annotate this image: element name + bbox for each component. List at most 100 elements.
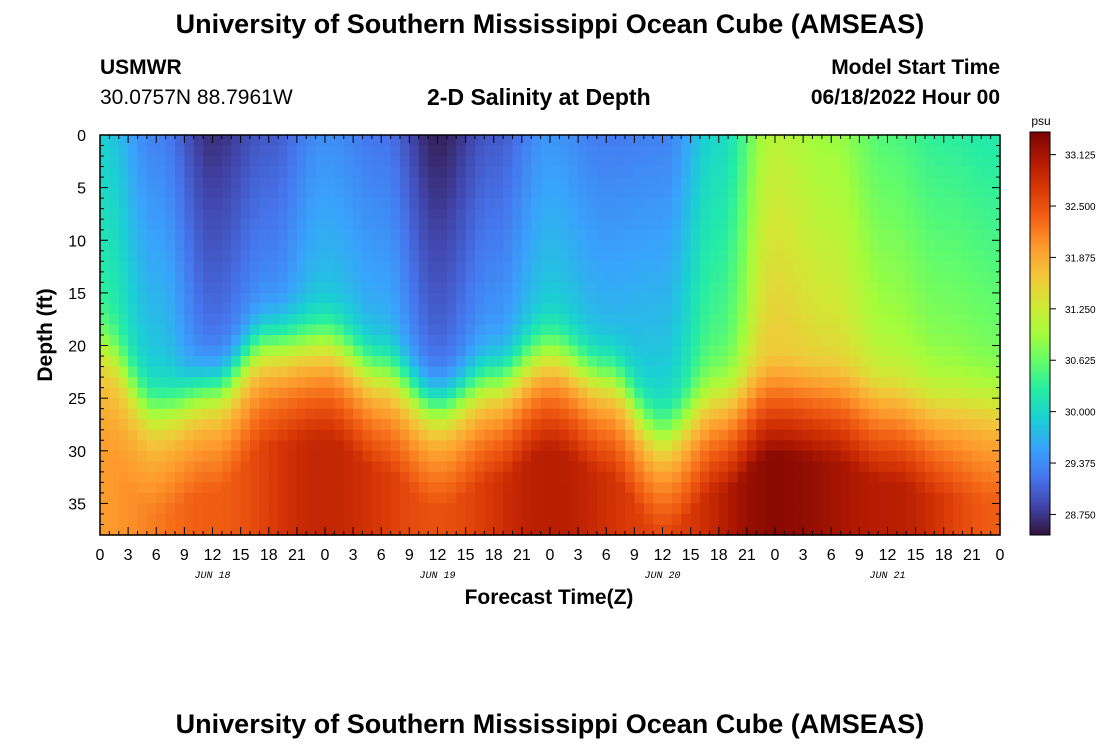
heatmap-cell bbox=[559, 450, 570, 462]
heatmap-cell bbox=[315, 387, 326, 399]
heatmap-cell bbox=[503, 398, 514, 410]
heatmap-cell bbox=[381, 166, 392, 178]
page-title: University of Southern Mississippi Ocean… bbox=[175, 9, 925, 39]
heatmap-cell bbox=[184, 471, 195, 483]
heatmap-cell bbox=[100, 240, 110, 252]
heatmap-cell bbox=[540, 156, 551, 168]
heatmap-cell bbox=[596, 471, 607, 483]
heatmap-cell bbox=[221, 156, 232, 168]
heatmap-cell bbox=[653, 177, 664, 189]
heatmap-cell bbox=[568, 208, 579, 220]
heatmap-cell bbox=[925, 513, 935, 526]
y-axis-title: Depth (ft) bbox=[34, 288, 57, 381]
heatmap-cell bbox=[653, 208, 664, 220]
heatmap-cell bbox=[878, 166, 889, 178]
y-tick-label: 20 bbox=[68, 339, 86, 356]
heatmap-cell bbox=[850, 366, 860, 378]
heatmap-cell bbox=[456, 324, 467, 336]
heatmap-cell bbox=[728, 335, 739, 347]
heatmap-cell bbox=[325, 313, 335, 326]
heatmap-cell bbox=[606, 429, 617, 441]
heatmap-cell bbox=[137, 135, 148, 147]
heatmap-cell bbox=[287, 513, 298, 526]
heatmap-cell bbox=[100, 166, 110, 178]
heatmap-cell bbox=[709, 398, 720, 410]
heatmap-cell bbox=[315, 208, 326, 220]
heatmap-cell bbox=[465, 282, 476, 294]
heatmap-cell bbox=[240, 187, 251, 199]
heatmap-cell bbox=[840, 135, 851, 147]
heatmap-cell bbox=[953, 398, 964, 410]
colorbar-tick-label: 30.000 bbox=[1065, 408, 1096, 419]
heatmap-cell bbox=[446, 419, 457, 431]
heatmap-cell bbox=[943, 419, 954, 431]
heatmap-cell bbox=[259, 461, 270, 473]
heatmap-cell bbox=[953, 482, 964, 494]
heatmap-cell bbox=[259, 513, 270, 526]
heatmap-cell bbox=[803, 387, 814, 399]
heatmap-cell bbox=[971, 419, 982, 431]
heatmap-cell bbox=[118, 145, 129, 157]
heatmap-cell bbox=[371, 271, 382, 283]
heatmap-cell bbox=[306, 377, 317, 389]
x-tick-label: 9 bbox=[405, 547, 414, 564]
heatmap-cell bbox=[840, 503, 851, 515]
heatmap-cell bbox=[503, 282, 514, 294]
heatmap-cell bbox=[446, 219, 457, 231]
heatmap-cell bbox=[437, 313, 448, 326]
heatmap-cell bbox=[493, 471, 504, 483]
heatmap-cell bbox=[390, 503, 401, 515]
heatmap-cell bbox=[887, 303, 898, 315]
heatmap-cell bbox=[681, 429, 692, 441]
heatmap-cell bbox=[587, 440, 598, 452]
heatmap-cell bbox=[559, 313, 570, 326]
heatmap-cell bbox=[100, 450, 110, 462]
heatmap-cell bbox=[540, 450, 551, 462]
heatmap-cell bbox=[625, 145, 635, 157]
heatmap-cell bbox=[362, 377, 373, 389]
heatmap-cell bbox=[287, 208, 298, 220]
heatmap-cell bbox=[709, 450, 720, 462]
heatmap-cell bbox=[493, 335, 504, 347]
heatmap-cell bbox=[306, 208, 317, 220]
heatmap-cell bbox=[390, 145, 401, 157]
heatmap-cell bbox=[287, 450, 298, 462]
heatmap-cell bbox=[784, 461, 795, 473]
heatmap-cell bbox=[634, 429, 645, 441]
heatmap-cell bbox=[475, 503, 485, 515]
heatmap-cell bbox=[446, 261, 457, 273]
heatmap-cell bbox=[437, 145, 448, 157]
heatmap-cell bbox=[428, 450, 439, 462]
heatmap-cell bbox=[728, 419, 739, 431]
heatmap-cell bbox=[146, 524, 157, 536]
heatmap-cell bbox=[728, 177, 739, 189]
heatmap-cell bbox=[812, 503, 823, 515]
heatmap-cell bbox=[259, 471, 270, 483]
heatmap-cell bbox=[100, 492, 110, 505]
heatmap-cell bbox=[296, 198, 307, 210]
heatmap-cell bbox=[428, 324, 439, 336]
heatmap-cell bbox=[418, 229, 429, 241]
heatmap-cell bbox=[231, 366, 242, 378]
heatmap-cell bbox=[334, 177, 345, 189]
heatmap-cell bbox=[343, 324, 354, 336]
heatmap-cell bbox=[503, 356, 514, 368]
heatmap-cell bbox=[465, 303, 476, 315]
heatmap-cell bbox=[868, 335, 879, 347]
heatmap-cell bbox=[400, 250, 410, 262]
heatmap-cell bbox=[578, 250, 589, 262]
heatmap-cell bbox=[812, 135, 823, 147]
heatmap-cell bbox=[896, 313, 907, 326]
heatmap-cell bbox=[615, 450, 626, 462]
heatmap-cell bbox=[118, 135, 129, 147]
heatmap-cell bbox=[484, 135, 495, 147]
heatmap-cell bbox=[353, 292, 364, 305]
heatmap-cell bbox=[953, 377, 964, 389]
heatmap-cell bbox=[156, 377, 167, 389]
heatmap-cell bbox=[775, 156, 785, 168]
heatmap-cell bbox=[484, 377, 495, 389]
heatmap-cell bbox=[887, 219, 898, 231]
heatmap-cell bbox=[906, 524, 917, 536]
heatmap-cell bbox=[278, 261, 289, 273]
heatmap-cell bbox=[353, 135, 364, 147]
